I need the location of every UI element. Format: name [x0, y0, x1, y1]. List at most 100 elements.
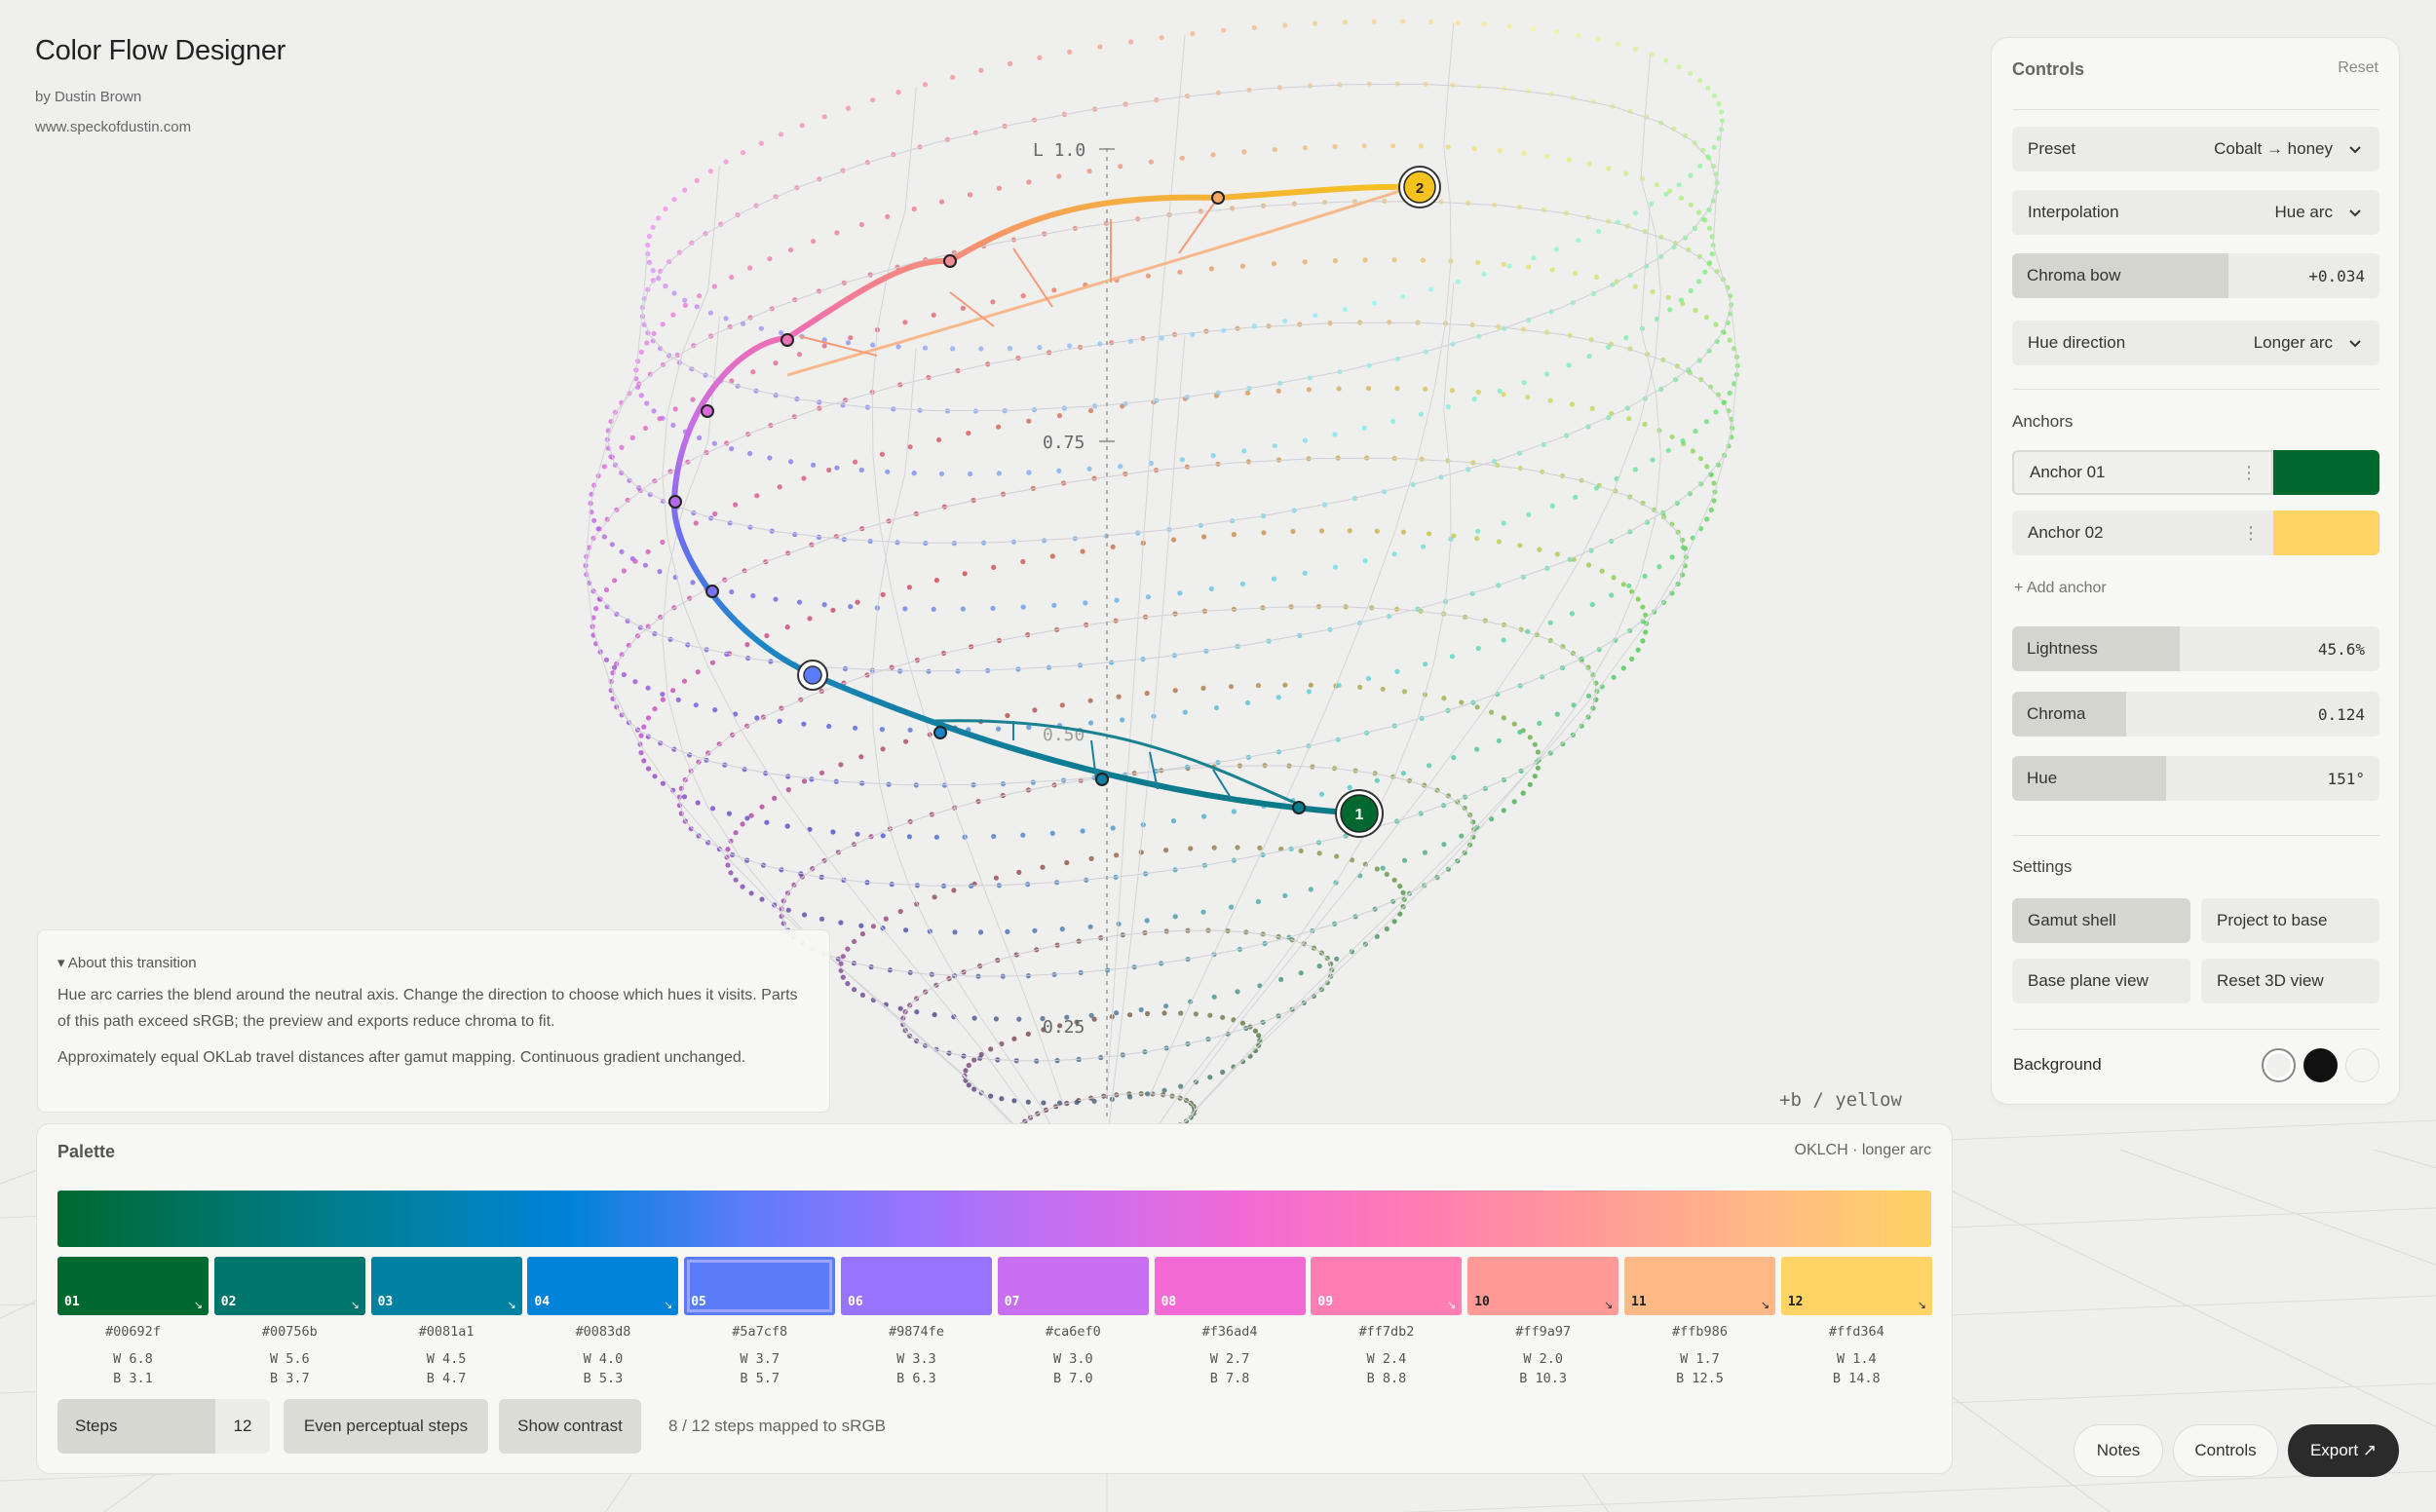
- about-toggle[interactable]: ▾ About this transition: [57, 955, 197, 971]
- gamut-dot: [1235, 845, 1240, 850]
- gamut-dot: [777, 718, 782, 724]
- palette-swatch[interactable]: 11 ↘: [1624, 1257, 1775, 1315]
- steps-control[interactable]: Steps 12: [57, 1399, 270, 1454]
- palette-swatch[interactable]: 05: [684, 1257, 836, 1315]
- anchor-row-01: Anchor 01 ⋮: [2012, 450, 2379, 495]
- gamut-dot: [1332, 258, 1338, 264]
- palette-swatch[interactable]: 09 ↘: [1311, 1257, 1463, 1315]
- notes-button[interactable]: Notes: [2074, 1424, 2163, 1477]
- controls-panel: Controls Reset Preset Cobalt → honey Int…: [1991, 37, 2400, 1105]
- gamut-dot: [1676, 182, 1682, 188]
- gamut-dot: [748, 813, 754, 818]
- palette-swatch[interactable]: 02 ↘: [213, 1257, 365, 1315]
- gamut-dot: [858, 923, 864, 928]
- more-options-icon[interactable]: ⋮: [2242, 522, 2260, 543]
- gamut-dot: [840, 402, 846, 408]
- gamut-dot: [971, 1015, 977, 1021]
- export-button[interactable]: Export ↗: [2288, 1424, 2399, 1477]
- palette-swatch[interactable]: 04 ↘: [527, 1257, 679, 1315]
- show-contrast-button[interactable]: Show contrast: [499, 1399, 641, 1454]
- gamut-dot: [1067, 343, 1073, 349]
- steps-value[interactable]: 12: [215, 1399, 270, 1454]
- site-link[interactable]: www.speckofdustin.com: [35, 119, 192, 135]
- gamut-dot: [1144, 918, 1150, 924]
- gamut-dot: [1535, 765, 1541, 771]
- controls-button[interactable]: Controls: [2173, 1424, 2278, 1477]
- more-options-icon[interactable]: ⋮: [2240, 462, 2258, 482]
- hue-direction-select[interactable]: Hue direction Longer arc: [2012, 321, 2379, 365]
- gamut-dot: [725, 847, 731, 852]
- chevron-down-icon: [2349, 146, 2361, 154]
- contrast-corner-icon: ↘: [1760, 1300, 1770, 1311]
- palette-swatch[interactable]: 12 ↘: [1780, 1257, 1932, 1315]
- project-to-base-toggle[interactable]: Project to base: [2201, 898, 2379, 943]
- gamut-dot: [1593, 274, 1600, 281]
- gamut-dot: [1334, 853, 1340, 859]
- anchor-name-field[interactable]: Anchor 02 ⋮: [2012, 510, 2273, 555]
- gamut-dot: [650, 224, 656, 230]
- connector: [798, 335, 878, 357]
- gamut-dot: [1297, 632, 1303, 639]
- gamut-dot: [1313, 313, 1318, 319]
- preset-select[interactable]: Preset Cobalt → honey: [2012, 127, 2379, 171]
- gamut-dot: [880, 746, 886, 752]
- background-swatch-light[interactable]: [2262, 1047, 2296, 1082]
- gamut-dot: [906, 585, 913, 590]
- gamut-dot: [1239, 263, 1246, 269]
- anchor-color-swatch[interactable]: [2273, 510, 2379, 555]
- chroma-bow-slider[interactable]: Chroma bow +0.034: [2012, 253, 2379, 298]
- gamut-shell-toggle[interactable]: Gamut shell: [2012, 898, 2190, 943]
- gamut-dot: [960, 305, 966, 311]
- gamut-dot: [1026, 179, 1032, 185]
- gamut-dot: [1620, 665, 1626, 671]
- gamut-dot: [1400, 19, 1406, 24]
- gamut-dot: [1384, 926, 1389, 932]
- anchor-marker-02[interactable]: 2: [1398, 166, 1441, 208]
- base-plane-view-button[interactable]: Base plane view: [2012, 959, 2190, 1003]
- chroma-value: 0.124: [2317, 704, 2365, 724]
- add-anchor-button[interactable]: + Add anchor: [2014, 580, 2107, 596]
- anchor-name-field[interactable]: Anchor 01 ⋮: [2012, 450, 2273, 495]
- gamut-dot: [1708, 507, 1714, 513]
- connector: [1149, 751, 1159, 790]
- gamut-dot: [1589, 405, 1595, 411]
- gamut-dot: [1211, 994, 1217, 1000]
- gamut-dot: [1362, 861, 1368, 867]
- palette-swatch[interactable]: 07: [997, 1257, 1149, 1315]
- palette-swatch[interactable]: 10 ↘: [1467, 1257, 1619, 1315]
- gamut-dot: [859, 992, 866, 998]
- lightness-value: 45.6%: [2317, 639, 2365, 659]
- gamut-dot: [1475, 645, 1481, 652]
- palette-swatch[interactable]: 06: [841, 1257, 992, 1315]
- transition-path: [668, 183, 1423, 816]
- even-steps-button[interactable]: Even perceptual steps: [284, 1399, 488, 1454]
- gamut-dot: [642, 562, 649, 568]
- gamut-meridian: [1106, 335, 1186, 1146]
- gamut-dot: [996, 185, 1002, 191]
- lightness-slider[interactable]: Lightness 45.6%: [2012, 626, 2379, 671]
- app-header: Color Flow Designer by Dustin Brown www.…: [35, 35, 285, 135]
- palette-swatch[interactable]: 01 ↘: [57, 1257, 209, 1315]
- gamut-dot: [1178, 1010, 1184, 1016]
- swatch-b: B 5.7: [740, 1371, 780, 1386]
- gamut-dot: [690, 397, 696, 402]
- interpolation-select[interactable]: Interpolation Hue arc: [2012, 190, 2379, 235]
- anchor-marker-01[interactable]: 1: [1335, 789, 1384, 838]
- palette-swatch[interactable]: 08: [1154, 1257, 1306, 1315]
- anchors-heading: Anchors: [2012, 412, 2074, 431]
- palette-swatch[interactable]: 03 ↘: [370, 1257, 522, 1315]
- gamut-dot: [1138, 1006, 1144, 1013]
- anchor-color-swatch[interactable]: [2273, 450, 2379, 495]
- gamut-dot: [1526, 264, 1532, 270]
- gamut-dot: [1445, 404, 1451, 410]
- reset-3d-view-button[interactable]: Reset 3D view: [2201, 959, 2379, 1003]
- chroma-slider[interactable]: Chroma 0.124: [2012, 692, 2379, 737]
- gamut-dot: [601, 534, 607, 540]
- gamut-dot: [1114, 1010, 1120, 1016]
- reset-button[interactable]: Reset: [2338, 59, 2379, 76]
- background-swatch-white[interactable]: [2345, 1047, 2379, 1082]
- gamut-dot: [728, 870, 734, 876]
- gamut-dot: [1087, 407, 1094, 414]
- background-swatch-dark[interactable]: [2303, 1047, 2338, 1082]
- hue-slider[interactable]: Hue 151°: [2012, 756, 2379, 801]
